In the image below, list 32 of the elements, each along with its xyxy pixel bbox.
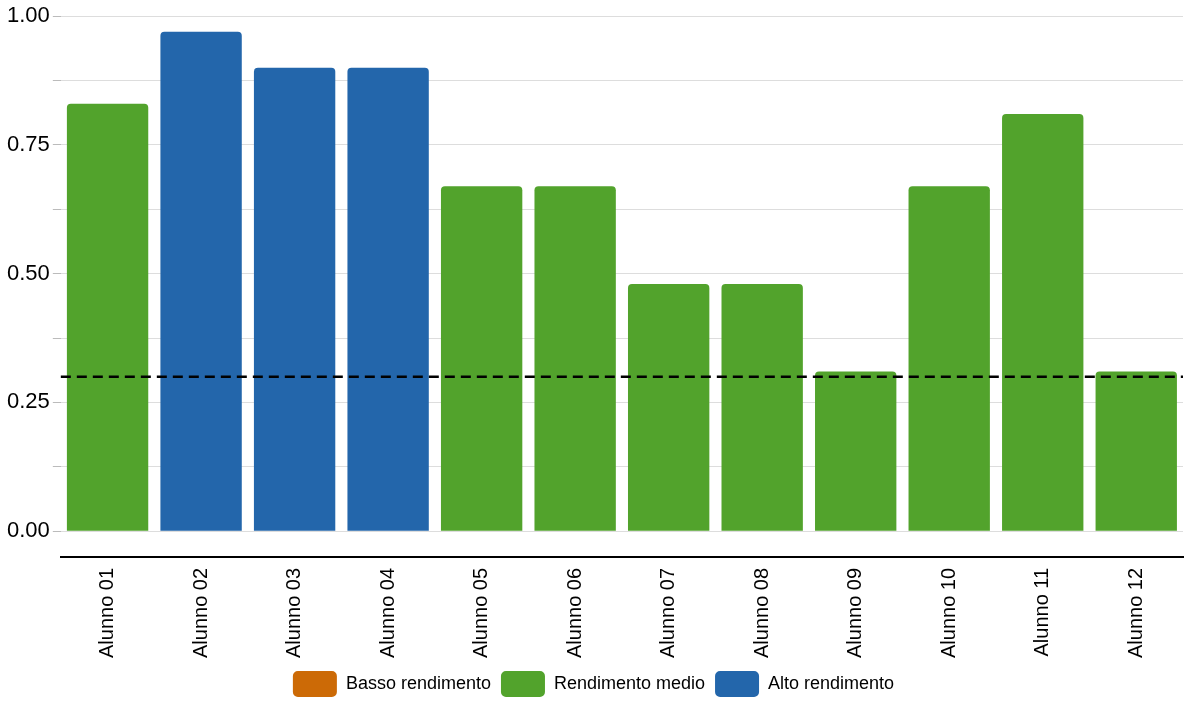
x-tick-label: Alunno 09: [843, 567, 866, 658]
x-tick-label: Alunno 02: [188, 567, 211, 658]
legend-label: Alto rendimento: [768, 672, 895, 693]
x-tick-label: Alunno 12: [1123, 567, 1146, 658]
x-tick-label: Alunno 04: [375, 567, 398, 658]
y-tick-label: 0.75: [6, 131, 50, 157]
x-tick-label: Alunno 01: [95, 567, 118, 658]
x-tick-label: Alunno 03: [282, 567, 305, 658]
bar: [347, 67, 429, 531]
legend-label: Rendimento medio: [553, 672, 706, 693]
bar: [815, 371, 897, 531]
x-tick-label: Alunno 06: [562, 567, 585, 658]
y-tick-label: 0.25: [6, 388, 50, 414]
bar: [1002, 114, 1084, 531]
bar: [66, 103, 149, 531]
bar: [908, 186, 990, 531]
bar: [534, 186, 616, 531]
x-tick-label: Alunno 11: [1030, 567, 1053, 657]
bar: [253, 67, 336, 531]
bar: [721, 283, 803, 531]
y-tick-label: 1.00: [6, 2, 50, 28]
y-tick-label: 0.00: [6, 517, 50, 543]
x-tick-label: Alunno 08: [749, 567, 772, 658]
bar: [160, 31, 242, 531]
x-tick-label: Alunno 07: [656, 567, 679, 658]
bar: [440, 186, 523, 531]
y-tick-label: 0.50: [6, 259, 50, 285]
x-tick-label: Alunno 10: [936, 567, 959, 658]
bar: [1095, 371, 1177, 531]
x-tick-label: Alunno 05: [469, 567, 492, 658]
bar: [627, 283, 710, 531]
legend-label: Basso rendimento: [345, 672, 491, 693]
